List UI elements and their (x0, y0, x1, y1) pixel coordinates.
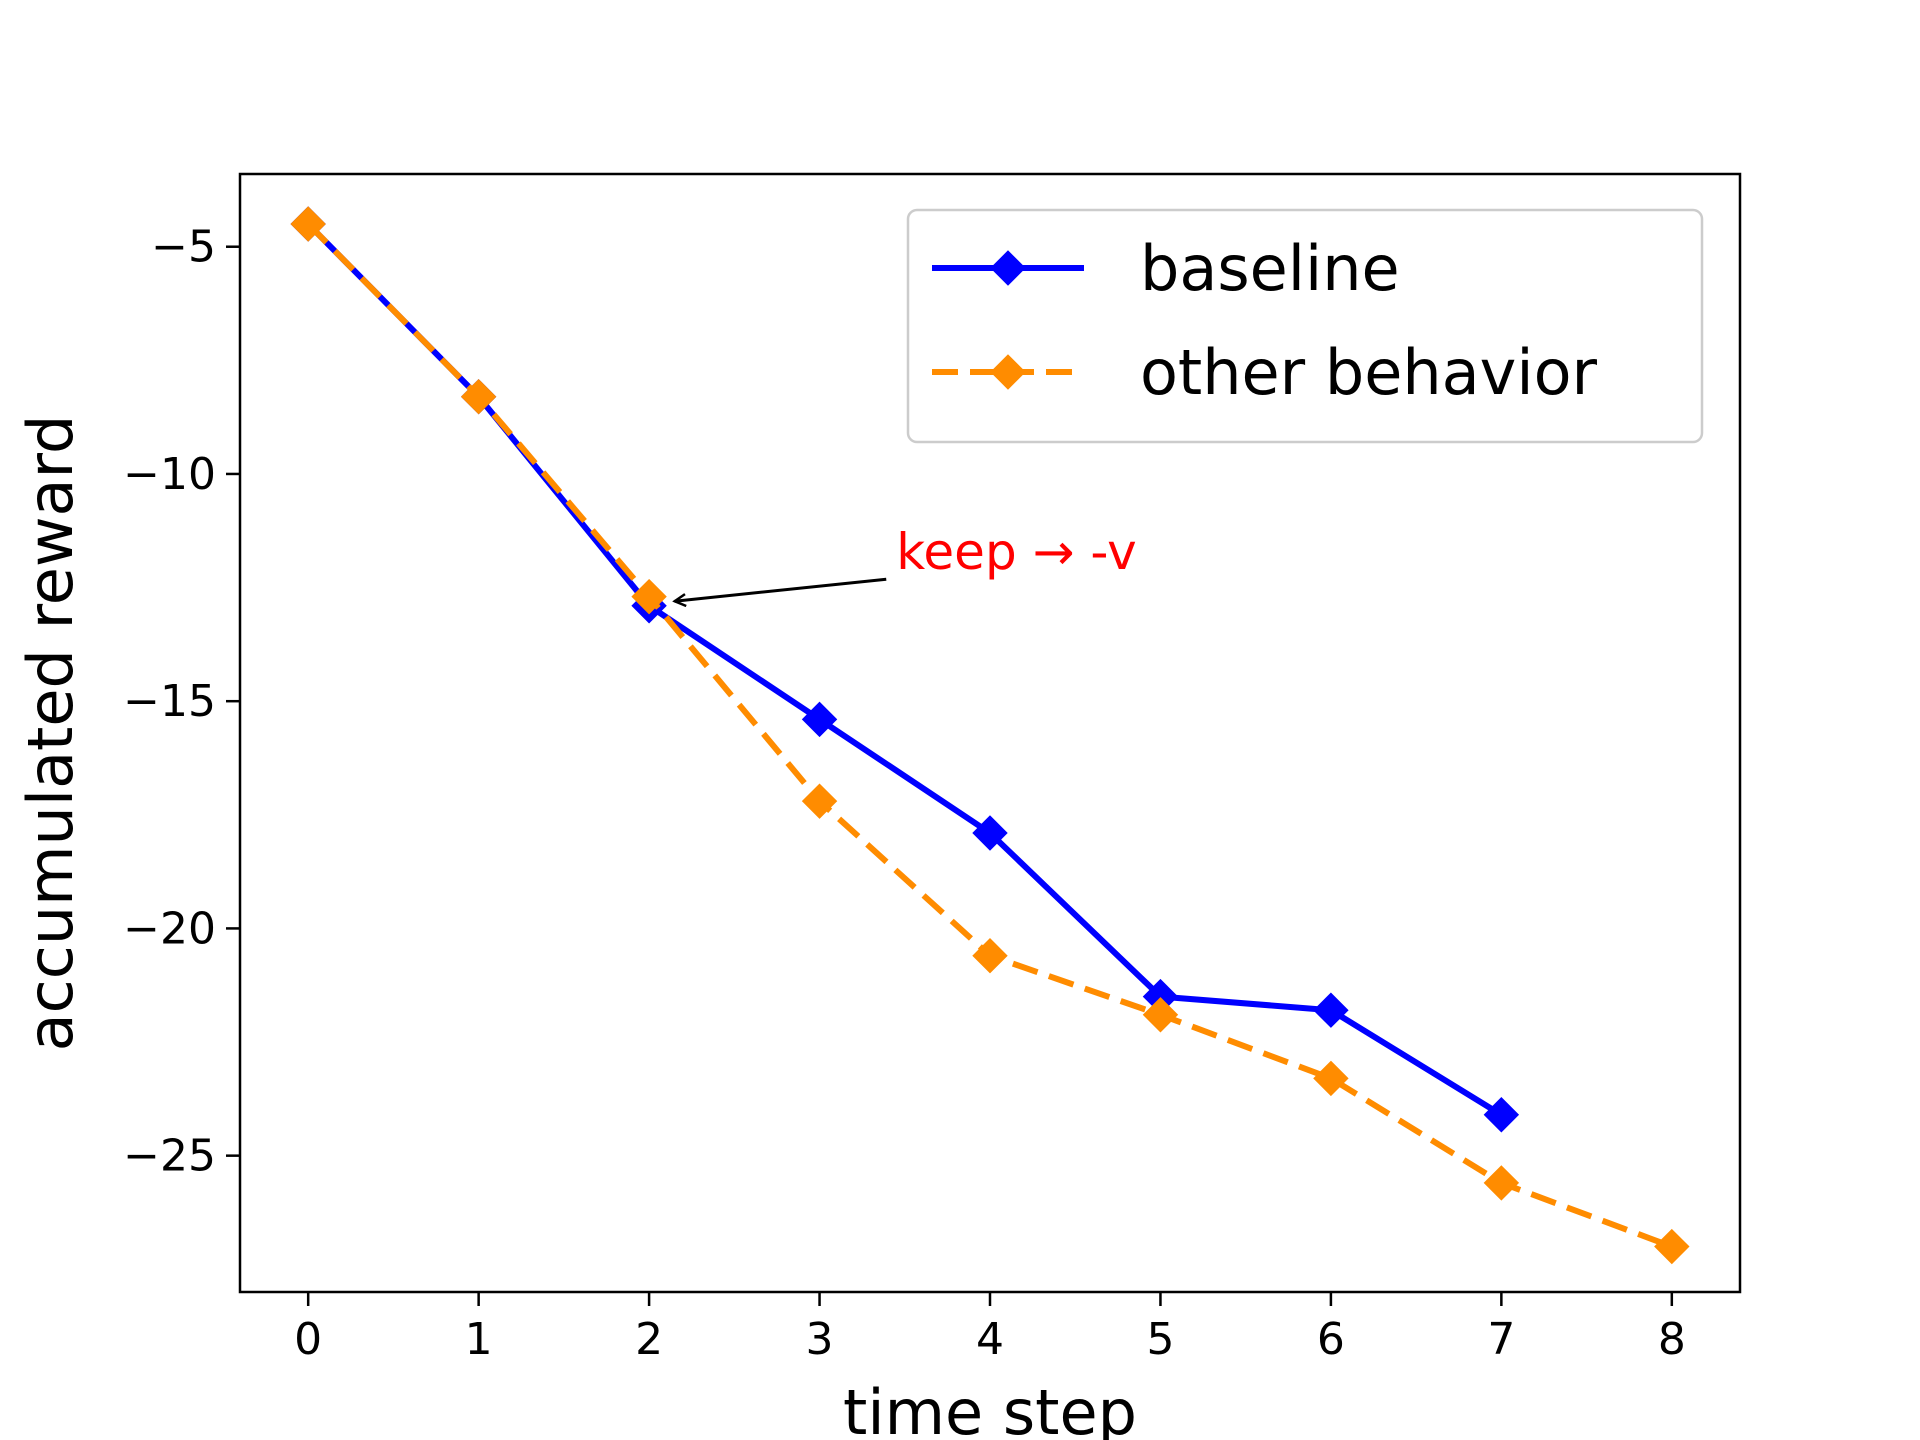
legend: baseline other behavior (906, 208, 1704, 444)
annotation-text: keep → -v (896, 523, 1136, 581)
y-axis: −5 −10 −15 −20 −25 (123, 222, 240, 1182)
data-point (1313, 1060, 1349, 1097)
data-point (1313, 992, 1349, 1028)
x-tick-label: 1 (465, 1314, 493, 1365)
x-tick-label: 2 (635, 1314, 663, 1365)
x-tick-label: 3 (806, 1314, 834, 1365)
data-point (1142, 997, 1179, 1033)
x-axis-label: time step (843, 1376, 1137, 1440)
y-tick-label: −15 (123, 676, 216, 727)
annotation-arrow (675, 577, 887, 601)
x-tick-label: 8 (1658, 1314, 1686, 1365)
data-point (290, 206, 326, 242)
legend-box (906, 208, 1704, 444)
series-other-behavior (290, 206, 1690, 1265)
y-tick-label: −20 (123, 903, 216, 954)
data-point (1654, 1228, 1690, 1265)
y-tick-label: −5 (151, 222, 216, 273)
y-tick-label: −10 (123, 449, 216, 500)
x-tick-label: 4 (976, 1314, 1004, 1365)
legend-marker (990, 354, 1026, 390)
legend-marker (990, 250, 1026, 286)
x-tick-label: 0 (294, 1314, 322, 1365)
data-point (801, 701, 838, 738)
legend-label: baseline (1140, 232, 1400, 305)
series-layer (290, 206, 1690, 1265)
data-point (801, 783, 838, 819)
data-point (972, 815, 1008, 851)
data-point (460, 378, 497, 415)
legend-label: other behavior (1140, 336, 1598, 409)
x-tick-label: 5 (1146, 1314, 1174, 1365)
data-point (972, 937, 1008, 974)
x-tick-label: 7 (1487, 1314, 1515, 1365)
x-tick-label: 6 (1317, 1314, 1345, 1365)
y-tick-label: −25 (123, 1131, 216, 1182)
data-point (631, 578, 667, 615)
data-point (1483, 1097, 1520, 1133)
y-axis-label: accumulated reward (14, 415, 87, 1052)
annotation-layer: keep → -v (675, 523, 1137, 601)
data-point (1483, 1165, 1520, 1201)
x-axis: 0 1 2 3 4 5 6 7 8 (294, 1292, 1686, 1365)
